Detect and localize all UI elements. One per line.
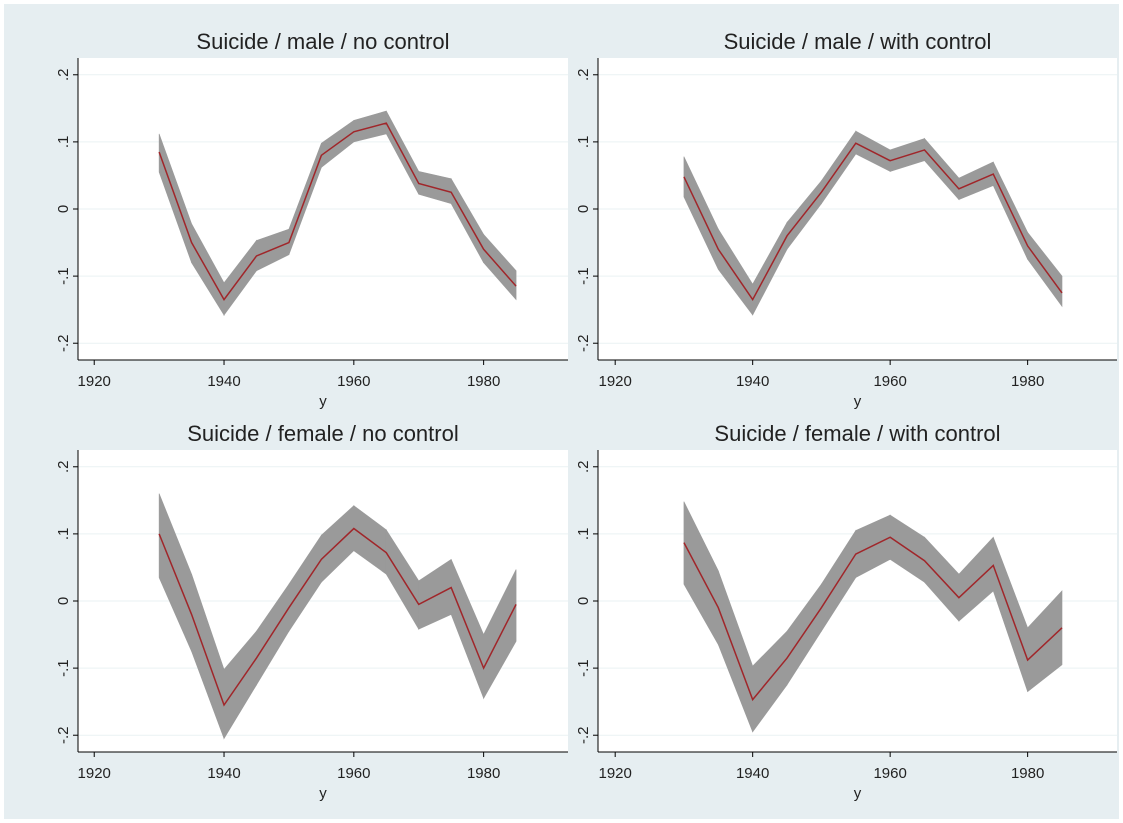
y-tick-label: 0: [575, 597, 592, 605]
x-tick-label: 1920: [78, 765, 111, 782]
y-tick-label: .2: [575, 461, 592, 474]
x-axis-label: y: [319, 785, 327, 802]
x-tick-label: 1940: [736, 765, 769, 782]
x-tick-label: 1920: [598, 765, 631, 782]
y-tick-label: .1: [575, 136, 592, 149]
x-tick-label: 1940: [736, 373, 769, 390]
y-tick-label: -.2: [575, 334, 592, 352]
y-tick-label: .2: [55, 461, 72, 474]
y-tick-label: .2: [55, 69, 72, 82]
y-tick-label: -.1: [55, 267, 72, 285]
x-tick-label: 1920: [78, 373, 111, 390]
x-axis-label: y: [854, 393, 862, 410]
x-axis-label: y: [854, 785, 862, 802]
y-tick-label: -.2: [55, 726, 72, 744]
estimate-line: [158, 122, 517, 301]
x-tick-label: 1940: [207, 373, 240, 390]
panel-title: Suicide / male / no control: [196, 29, 449, 54]
confidence-band: [1027, 590, 1063, 693]
x-tick-label: 1980: [467, 373, 500, 390]
x-tick-label: 1940: [207, 765, 240, 782]
confidence-band: [483, 569, 517, 700]
x-tick-label: 1960: [873, 373, 906, 390]
x-tick-label: 1980: [467, 765, 500, 782]
estimate-line: [683, 536, 1063, 702]
y-tick-label: 0: [575, 205, 592, 213]
y-tick-label: -.1: [575, 267, 592, 285]
panel-title: Suicide / female / no control: [187, 421, 458, 446]
y-tick-label: 0: [55, 205, 72, 213]
y-tick-label: .1: [575, 528, 592, 541]
estimate-line: [683, 142, 1063, 302]
x-tick-label: 1980: [1011, 765, 1044, 782]
y-tick-label: .1: [55, 528, 72, 541]
x-tick-label: 1920: [598, 373, 631, 390]
estimate-line: [158, 527, 517, 707]
x-tick-label: 1960: [337, 373, 370, 390]
y-tick-label: -.1: [55, 659, 72, 677]
y-tick-label: -.2: [575, 726, 592, 744]
y-tick-label: .2: [575, 69, 592, 82]
x-axis-label: y: [319, 393, 327, 410]
panel-title: Suicide / male / with control: [724, 29, 992, 54]
y-tick-label: -.2: [55, 334, 72, 352]
y-tick-label: -.1: [575, 659, 592, 677]
x-tick-label: 1980: [1011, 373, 1044, 390]
panel-title: Suicide / female / with control: [714, 421, 1000, 446]
y-tick-label: .1: [55, 136, 72, 149]
x-tick-label: 1960: [337, 765, 370, 782]
y-tick-label: 0: [55, 597, 72, 605]
x-tick-label: 1960: [873, 765, 906, 782]
